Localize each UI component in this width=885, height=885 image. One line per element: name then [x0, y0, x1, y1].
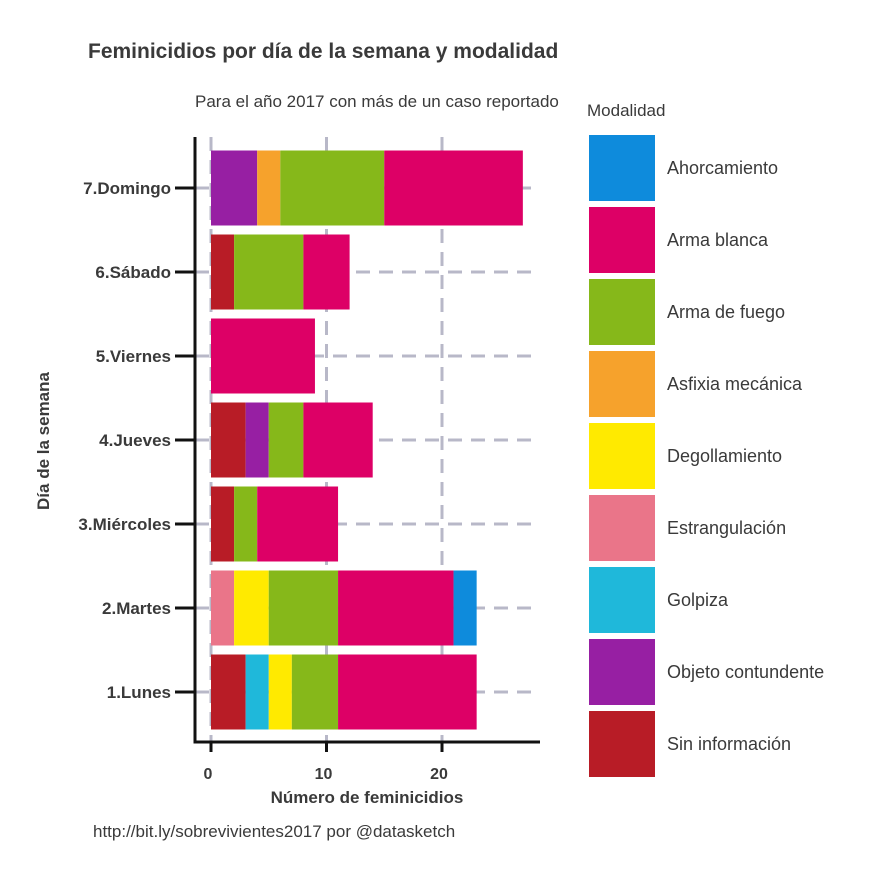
chart-title: Feminicidios por día de la semana y moda…: [88, 40, 558, 63]
x-tick-label: 20: [430, 766, 448, 783]
legend-label-sin-informacion: Sin información: [667, 734, 791, 754]
legend-label-golpiza: Golpiza: [667, 590, 729, 610]
legend-key-arma-blanca: [589, 207, 655, 273]
bar-3-miercoles-sin-informacion: [211, 486, 235, 562]
x-tick-label: 0: [204, 766, 213, 783]
y-tick-label: 1.Lunes: [107, 683, 171, 702]
bar-3-miercoles-arma-de-fuego: [234, 486, 258, 562]
bar-1-lunes-arma-blanca: [338, 654, 477, 730]
legend-key-arma-de-fuego: [589, 279, 655, 345]
legend-key-asfixia-mecanica: [589, 351, 655, 417]
legend-key-golpiza: [589, 567, 655, 633]
bars: [211, 150, 523, 730]
y-tick-label: 4.Jueves: [99, 431, 171, 450]
bar-2-martes-degollamiento: [234, 570, 269, 646]
legend: Ahorcamiento Arma blanca Arma de fuego Asfi…: [589, 135, 824, 777]
legend-label-ahorcamiento: Ahorcamiento: [667, 158, 778, 178]
x-tick-labels: 0 10 20: [204, 766, 448, 783]
bar-5-viernes-arma-blanca: [211, 318, 315, 394]
legend-label-arma-blanca: Arma blanca: [667, 230, 769, 250]
chart-caption: http://bit.ly/sobrevivientes2017 por @da…: [93, 822, 455, 841]
legend-key-sin-informacion: [589, 711, 655, 777]
y-tick-label: 3.Miércoles: [78, 515, 171, 534]
bar-1-lunes-arma-de-fuego: [291, 654, 339, 730]
chart-subtitle: Para el año 2017 con más de un caso repo…: [195, 92, 559, 111]
bar-7-domingo-objeto-contundente: [211, 150, 258, 226]
legend-label-arma-de-fuego: Arma de fuego: [667, 302, 785, 322]
legend-key-estrangulacion: [589, 495, 655, 561]
bar-6-sabado-sin-informacion: [211, 234, 235, 310]
bar-7-domingo-arma-de-fuego: [280, 150, 385, 226]
y-tick-labels: 1.Lunes 2.Martes 3.Miércoles 4.Jueves 5.Vier…: [78, 179, 171, 702]
y-tick-label: 5.Viernes: [96, 347, 171, 366]
legend-label-estrangulacion: Estrangulación: [667, 518, 786, 538]
bar-4-jueves-objeto-contundente: [245, 402, 269, 478]
y-tick-label: 7.Domingo: [83, 179, 171, 198]
legend-key-ahorcamiento: [589, 135, 655, 201]
bar-4-jueves-arma-blanca: [303, 402, 373, 478]
legend-title: Modalidad: [587, 101, 665, 120]
x-axis-title: Número de feminicidios: [271, 788, 464, 807]
y-axis-title: Día de la semana: [34, 371, 53, 510]
bar-1-lunes-sin-informacion: [211, 654, 246, 730]
bar-2-martes-ahorcamiento: [453, 570, 477, 646]
bar-6-sabado-arma-blanca: [303, 234, 350, 310]
y-tick-label: 2.Martes: [102, 599, 171, 618]
bar-1-lunes-degollamiento: [268, 654, 292, 730]
bar-2-martes-estrangulacion: [211, 570, 235, 646]
bar-4-jueves-arma-de-fuego: [268, 402, 304, 478]
legend-label-objeto-contundente: Objeto contundente: [667, 662, 824, 682]
bar-4-jueves-sin-informacion: [211, 402, 246, 478]
legend-key-degollamiento: [589, 423, 655, 489]
axes: [175, 137, 540, 752]
bar-7-domingo-asfixia-mecanica: [257, 150, 281, 226]
bar-2-martes-arma-de-fuego: [268, 570, 339, 646]
bar-3-miercoles-arma-blanca: [257, 486, 339, 562]
bar-2-martes-arma-blanca: [338, 570, 454, 646]
y-tick-label: 6.Sábado: [95, 263, 171, 282]
x-tick-label: 10: [315, 766, 333, 783]
legend-label-asfixia-mecanica: Asfixia mecánica: [667, 374, 803, 394]
bar-7-domingo-arma-blanca: [384, 150, 523, 226]
legend-key-objeto-contundente: [589, 639, 655, 705]
legend-label-degollamiento: Degollamiento: [667, 446, 782, 466]
bar-6-sabado-arma-de-fuego: [234, 234, 304, 310]
bar-1-lunes-golpiza: [245, 654, 269, 730]
